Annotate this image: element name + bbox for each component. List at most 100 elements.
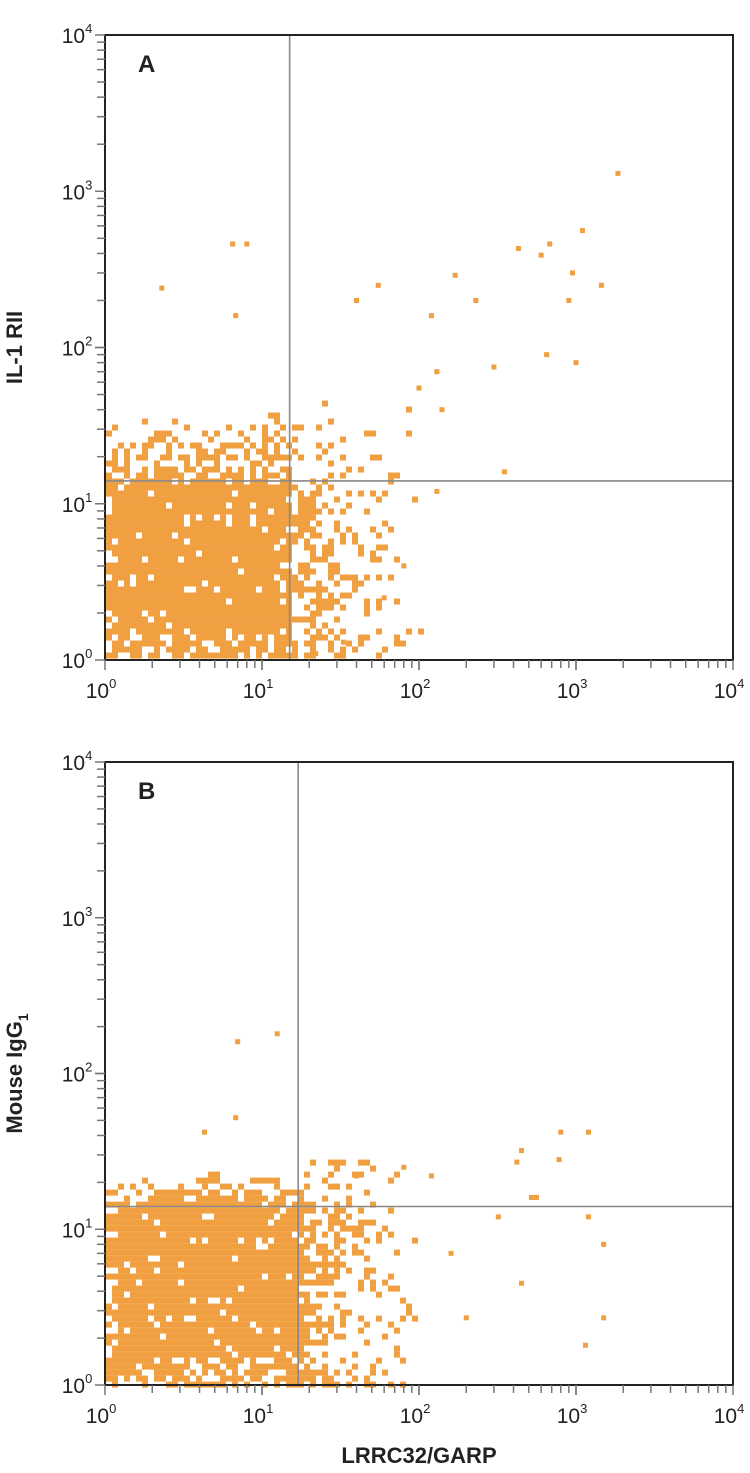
event-cell bbox=[148, 526, 154, 533]
event-cell bbox=[310, 1321, 316, 1328]
event-cell bbox=[268, 556, 274, 563]
event-cell bbox=[226, 622, 232, 629]
event-dot bbox=[583, 1342, 589, 1348]
event-cell bbox=[112, 610, 118, 617]
event-cell bbox=[160, 562, 166, 569]
event-cell bbox=[160, 1189, 166, 1196]
event-cell bbox=[148, 496, 154, 503]
event-cell bbox=[358, 640, 364, 647]
event-cell bbox=[226, 1333, 232, 1340]
event-cell bbox=[172, 472, 178, 479]
event-cell bbox=[190, 1321, 196, 1328]
event-dot bbox=[544, 352, 550, 358]
event-cell bbox=[220, 526, 226, 533]
event-cell bbox=[280, 1315, 286, 1322]
event-cell bbox=[142, 550, 148, 557]
event-cell bbox=[178, 1345, 184, 1352]
event-cell bbox=[268, 1351, 274, 1358]
event-cell bbox=[136, 520, 142, 527]
event-cell bbox=[142, 592, 148, 599]
event-cell bbox=[238, 1321, 244, 1328]
event-cell bbox=[130, 1207, 136, 1214]
event-cell bbox=[106, 1189, 112, 1196]
event-cell bbox=[280, 1231, 286, 1238]
event-cell bbox=[208, 1243, 214, 1250]
event-cell bbox=[214, 1189, 220, 1196]
event-cell bbox=[256, 1369, 262, 1376]
event-cell bbox=[184, 484, 190, 491]
event-cell bbox=[292, 1309, 298, 1316]
event-cell bbox=[160, 622, 166, 629]
event-cell bbox=[178, 1315, 184, 1322]
event-cell bbox=[262, 1177, 268, 1184]
event-cell bbox=[190, 466, 196, 473]
event-cell bbox=[262, 472, 268, 479]
event-cell bbox=[184, 1231, 190, 1238]
event-cell bbox=[226, 1183, 232, 1190]
event-cell bbox=[196, 1315, 202, 1322]
event-cell bbox=[292, 1363, 298, 1370]
event-cell bbox=[274, 538, 280, 545]
event-cell bbox=[304, 1183, 310, 1190]
event-cell bbox=[262, 580, 268, 587]
event-cell bbox=[262, 454, 268, 461]
event-cell bbox=[148, 1225, 154, 1232]
event-cell bbox=[238, 1201, 244, 1208]
event-cell bbox=[202, 556, 208, 563]
event-cell bbox=[220, 1243, 226, 1250]
event-cell bbox=[316, 442, 322, 449]
event-cell bbox=[280, 526, 286, 533]
event-cell bbox=[154, 1333, 160, 1340]
event-cell bbox=[112, 1219, 118, 1226]
event-cell bbox=[148, 1279, 154, 1286]
event-cell bbox=[142, 1225, 148, 1232]
event-cell bbox=[394, 1285, 400, 1292]
event-cell bbox=[112, 484, 118, 491]
event-cell bbox=[196, 442, 202, 449]
event-cell bbox=[196, 508, 202, 515]
event-cell bbox=[148, 514, 154, 521]
event-cell bbox=[220, 652, 226, 659]
event-cell bbox=[124, 1201, 130, 1208]
event-cell bbox=[250, 1327, 256, 1334]
event-cell bbox=[226, 592, 232, 599]
event-dot bbox=[491, 364, 497, 370]
event-cell bbox=[274, 616, 280, 623]
event-cell bbox=[106, 1357, 112, 1364]
event-cell bbox=[124, 502, 130, 509]
event-cell bbox=[208, 1363, 214, 1370]
event-cell bbox=[142, 418, 148, 425]
event-cell bbox=[292, 520, 298, 527]
event-cell bbox=[376, 496, 382, 503]
event-cell bbox=[274, 472, 280, 479]
event-cell bbox=[172, 628, 178, 635]
event-cell bbox=[154, 1339, 160, 1346]
event-cell bbox=[106, 1309, 112, 1316]
event-cell bbox=[274, 634, 280, 641]
event-cell bbox=[118, 598, 124, 605]
event-cell bbox=[304, 1267, 310, 1274]
event-cell bbox=[346, 526, 352, 533]
event-cell bbox=[226, 574, 232, 581]
event-cell bbox=[322, 556, 328, 563]
event-cell bbox=[220, 1183, 226, 1190]
event-cell bbox=[124, 1309, 130, 1316]
event-cell bbox=[124, 604, 130, 611]
event-cell bbox=[274, 1339, 280, 1346]
x-tick-label: 100 bbox=[86, 676, 117, 703]
event-cell bbox=[256, 532, 262, 539]
event-cell bbox=[220, 1201, 226, 1208]
event-cell bbox=[310, 634, 316, 641]
event-cell bbox=[262, 1255, 268, 1262]
event-cell bbox=[136, 1291, 142, 1298]
event-cell bbox=[106, 526, 112, 533]
event-cell bbox=[142, 634, 148, 641]
event-cell bbox=[154, 1291, 160, 1298]
event-cell bbox=[178, 1225, 184, 1232]
event-cell bbox=[310, 550, 316, 557]
event-cell bbox=[178, 1321, 184, 1328]
event-cell bbox=[166, 604, 172, 611]
event-cell bbox=[316, 610, 322, 617]
y-tick-exponent: 4 bbox=[85, 748, 92, 763]
event-cell bbox=[202, 1327, 208, 1334]
